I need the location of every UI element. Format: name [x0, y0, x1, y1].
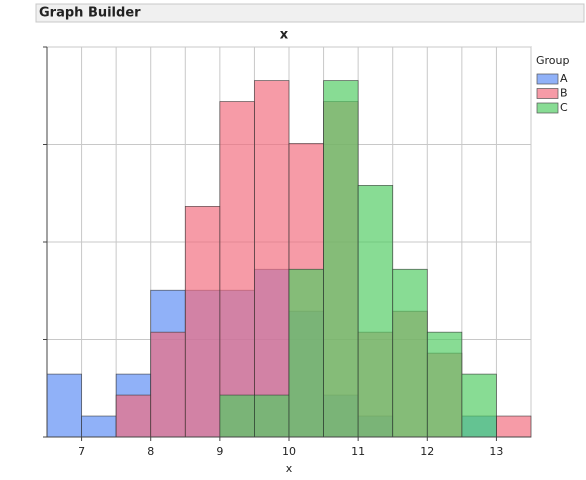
histogram-bar	[184, 206, 221, 438]
histogram-bar	[254, 80, 290, 438]
legend-swatch	[536, 102, 559, 114]
legend-swatch	[536, 88, 559, 99]
legend-title: Group	[536, 54, 570, 67]
histogram-bar	[81, 415, 117, 438]
header-title: Graph Builder	[39, 6, 141, 21]
histogram-bar	[426, 331, 463, 438]
histogram-bar	[496, 415, 532, 438]
x-tick-label: 7	[78, 445, 85, 458]
histogram-bar	[392, 268, 428, 438]
x-tick-label: 12	[420, 445, 434, 458]
histogram-bar	[254, 394, 290, 438]
x-tick-label: 8	[147, 445, 154, 458]
x-tick-label: 10	[282, 445, 296, 458]
histogram-bar	[461, 373, 497, 438]
histogram-bar	[46, 373, 82, 438]
legend-label: B	[560, 87, 568, 100]
header-bar	[35, 3, 585, 23]
x-tick-label: 13	[489, 445, 503, 458]
histogram-bar	[288, 268, 324, 438]
histogram-bar	[323, 80, 359, 438]
histogram-bar	[357, 185, 394, 438]
histogram-bar	[219, 101, 255, 438]
legend-label: A	[560, 72, 568, 85]
histogram-bar	[115, 394, 152, 438]
x-tick-label: 9	[216, 445, 223, 458]
legend-swatch	[536, 73, 559, 85]
legend-label: C	[560, 101, 568, 114]
x-axis-label: x	[286, 462, 293, 475]
x-tick-label: 11	[351, 445, 365, 458]
histogram-bar	[219, 394, 255, 438]
histogram-bar	[150, 331, 186, 438]
chart-title: x	[280, 28, 289, 43]
